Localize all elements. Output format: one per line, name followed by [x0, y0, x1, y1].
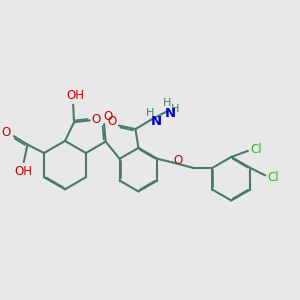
Text: N: N	[150, 115, 162, 128]
Text: O: O	[174, 154, 183, 167]
Text: O: O	[107, 116, 116, 128]
Text: O: O	[1, 126, 10, 139]
Text: OH: OH	[66, 89, 84, 102]
Text: N: N	[165, 106, 176, 120]
Text: H: H	[162, 98, 171, 108]
Text: O: O	[92, 113, 101, 126]
Text: O: O	[103, 110, 112, 123]
Text: H: H	[171, 104, 179, 114]
Text: H: H	[146, 108, 154, 118]
Text: Cl: Cl	[268, 171, 279, 184]
Text: Cl: Cl	[250, 143, 262, 156]
Text: OH: OH	[14, 165, 32, 178]
